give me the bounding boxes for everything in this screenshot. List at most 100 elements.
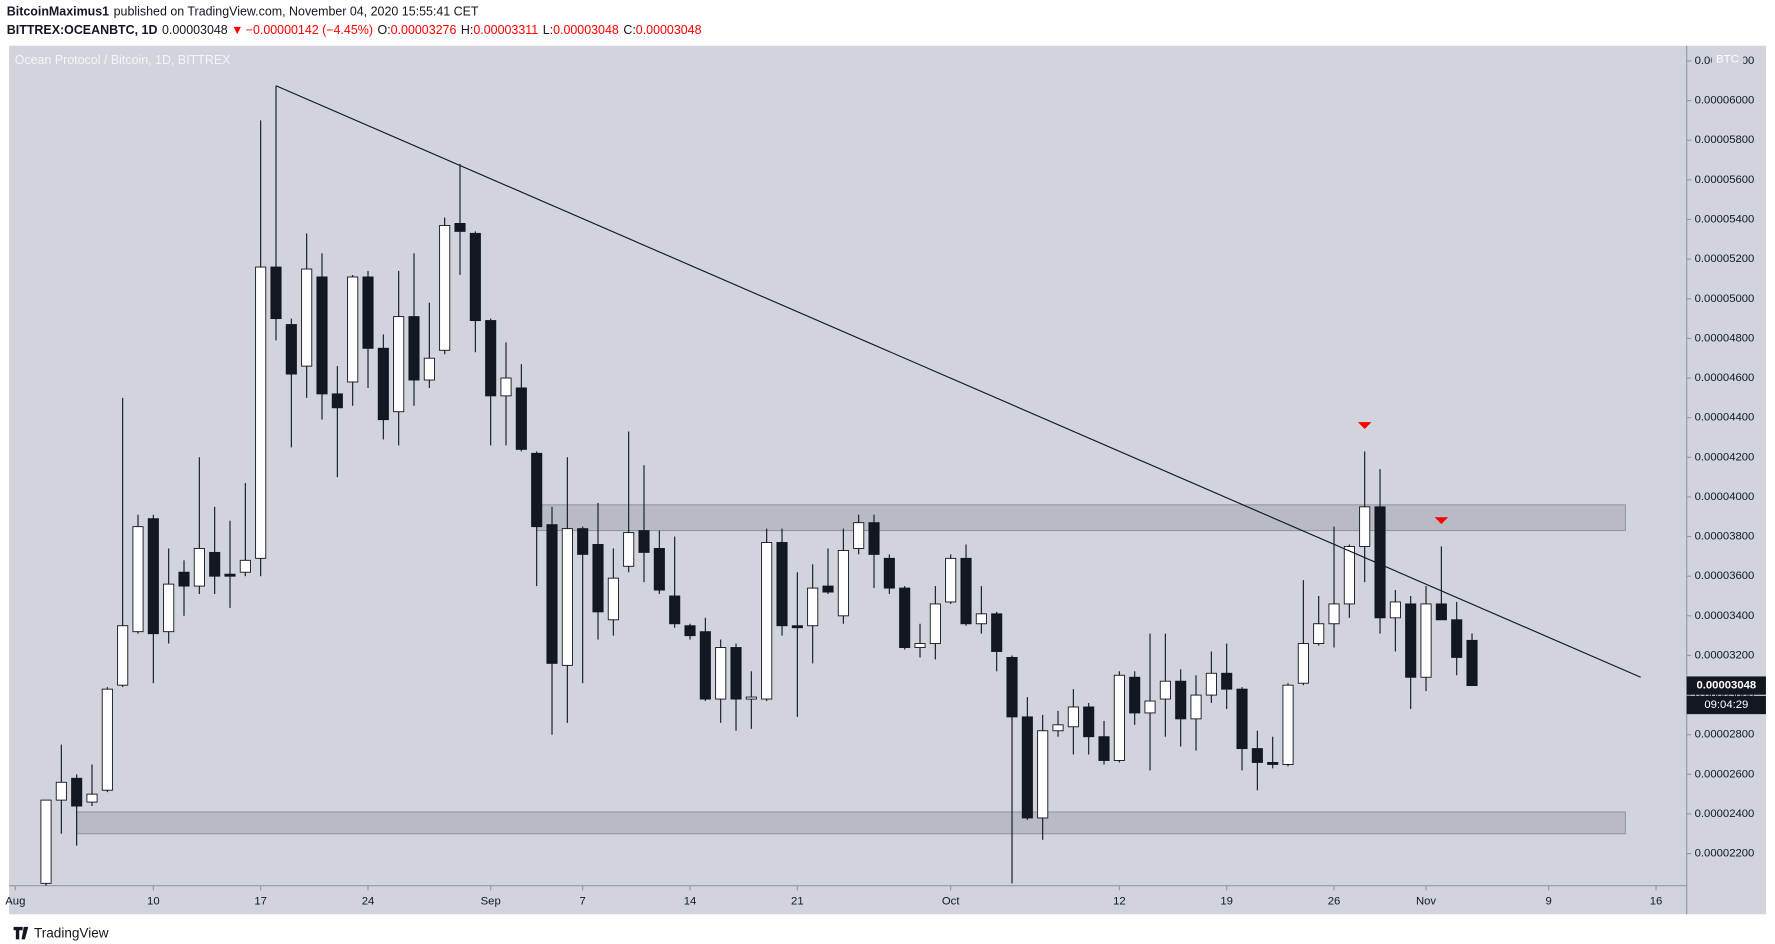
candle-body — [117, 625, 129, 686]
chart-pane — [9, 45, 1766, 915]
x-tick-label: Aug — [5, 896, 25, 908]
y-tick-label: 0.00002600 — [1695, 768, 1755, 780]
symbol: BITTREX:OCEANBTC, 1D — [7, 23, 158, 37]
ohlc-label: L: — [543, 23, 553, 37]
candle-body — [1297, 643, 1309, 684]
candle-body — [301, 268, 313, 367]
ohlc-value: 0.00003048 — [553, 23, 619, 37]
candle-body — [515, 387, 527, 450]
y-tick-label: 0.00004800 — [1695, 332, 1755, 344]
countdown-box — [1686, 695, 1766, 715]
y-tick-label: 0.00002200 — [1695, 848, 1755, 860]
candle-body — [239, 559, 251, 573]
candle-body — [1205, 672, 1217, 696]
candle-body — [929, 603, 941, 645]
candle-body — [715, 647, 727, 700]
candle-body — [1052, 724, 1064, 732]
brand: TradingView — [34, 925, 109, 940]
candle-body — [193, 547, 205, 587]
candle-body — [1451, 619, 1463, 658]
candle-body — [1282, 684, 1294, 765]
candle-body — [1267, 762, 1279, 765]
candle-body — [439, 224, 451, 351]
candle-body — [1405, 603, 1417, 678]
candle-body — [1328, 603, 1340, 625]
axes: 0.00002200 0.00002400 0.00002600 0.00002800… — [5, 55, 1766, 908]
x-tick-label: 10 — [147, 896, 160, 908]
x-tick-label: 7 — [580, 896, 586, 908]
candle-body — [1175, 680, 1187, 720]
candle-body — [745, 696, 757, 700]
change-arrow: ▼ — [231, 23, 243, 37]
candle-body — [55, 781, 67, 801]
candle-body — [469, 232, 481, 322]
plot-area — [40, 85, 1641, 886]
candle-body — [1313, 623, 1325, 645]
candle-body — [1144, 700, 1156, 714]
y-tick-label: 0.00005800 — [1695, 134, 1755, 146]
candle-body — [1420, 603, 1432, 678]
logo-icon — [13, 926, 29, 940]
x-tick-label: 26 — [1328, 896, 1341, 908]
candle-body — [1006, 656, 1018, 718]
y-unit: BTC — [1716, 53, 1739, 65]
candle-body — [1466, 639, 1478, 687]
candle-body — [945, 557, 957, 603]
candle-body — [684, 625, 696, 637]
candle-body — [86, 793, 98, 803]
candle-body — [347, 276, 359, 383]
candle-body — [454, 223, 466, 232]
y-tick-label: 0.00005400 — [1695, 213, 1755, 225]
x-tick-label: Nov — [1416, 896, 1436, 908]
x-tick-label: 9 — [1546, 896, 1552, 908]
countdown: 09:04:29 — [1704, 699, 1748, 711]
ohlc-value: 0.00003048 — [636, 23, 702, 37]
candle-body — [669, 595, 681, 625]
candle-body — [163, 583, 175, 633]
trendline — [275, 85, 1641, 678]
candle-body — [776, 542, 788, 627]
candle-body — [561, 528, 573, 666]
y-tick-label: 0.00004600 — [1695, 372, 1755, 384]
candle-body — [853, 522, 865, 549]
candle-body — [699, 631, 711, 700]
brand-logo — [13, 926, 29, 940]
last-price-label: 0.00003048 — [1696, 680, 1756, 692]
chart-title: Ocean Protocol / Bitcoin, 1D, BITTREX — [15, 53, 231, 67]
candle-body — [1037, 730, 1049, 819]
change: −0.00000142 (−4.45%) — [246, 23, 373, 37]
candle-body — [1098, 736, 1110, 761]
zone — [536, 504, 1626, 532]
last: 0.00003048 — [162, 23, 228, 37]
x-tick-label: Sep — [481, 896, 501, 908]
x-tick-label: Oct — [942, 896, 960, 908]
candle-body — [408, 316, 420, 381]
candle-body — [331, 393, 343, 409]
candle-body — [868, 522, 880, 555]
y-tick-label: 0.00005600 — [1695, 174, 1755, 186]
candle-body — [255, 266, 267, 559]
zone — [76, 811, 1626, 835]
candle-body — [1359, 506, 1371, 547]
last-price-box — [1686, 676, 1766, 695]
candle-body — [1067, 706, 1079, 728]
ohlc-value: 0.00003276 — [391, 23, 457, 37]
y-tick-label: 0.00004200 — [1695, 451, 1755, 463]
candle-body — [224, 573, 236, 577]
candle-body — [592, 544, 604, 613]
candle-body — [209, 551, 221, 577]
candle-body — [991, 613, 1003, 652]
x-tick-label: 16 — [1650, 896, 1663, 908]
unit-background — [1711, 51, 1744, 68]
y-tick-label: 0.00004400 — [1695, 412, 1755, 424]
candle-body — [577, 528, 589, 555]
candle-body — [147, 518, 159, 635]
candle-body — [899, 587, 911, 648]
candle-body — [377, 347, 389, 421]
candle-body — [1236, 688, 1248, 750]
marker — [1434, 517, 1449, 525]
candle-body — [975, 613, 987, 625]
x-tick-label: 17 — [254, 896, 267, 908]
candle-body — [316, 276, 328, 395]
